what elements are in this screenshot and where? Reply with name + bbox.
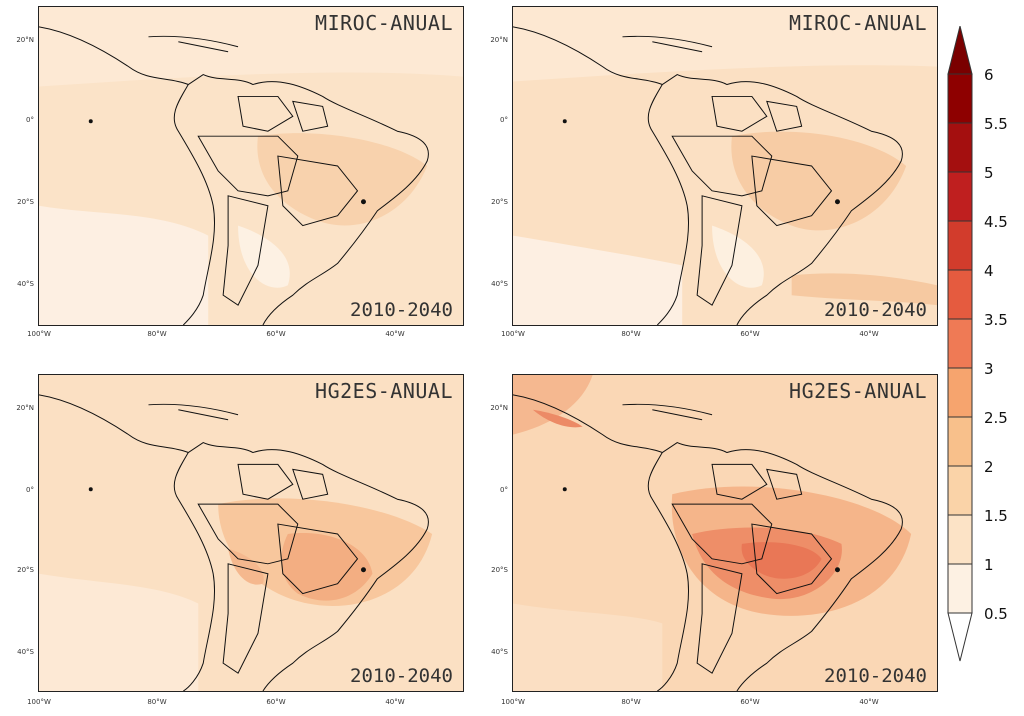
lon-tick-label: 80°W [621,698,641,706]
lon-tick-label: 60°W [740,698,760,706]
colorbar-segment [947,171,973,222]
colorbar-top-triangle [947,26,973,75]
temperature-field-map [513,7,937,325]
colorbar-label: 6 [984,66,994,84]
lon-tick-label: 60°W [266,698,286,706]
lat-tick-label: 0° [26,116,34,124]
lon-tick-label: 40°W [385,330,405,338]
lon-tick-label: 100°W [27,698,51,706]
temperature-field-map [39,7,463,325]
colorbar-label: 0.5 [984,605,1008,623]
map-panel-1: MIROC-ANUAL 2010-2040 [38,6,464,326]
map-panel-4: HG2ES-ANUAL 2010-2040 [512,374,938,692]
lat-tick-label: 0° [500,486,508,494]
panel-period: 2010-2040 [350,665,453,687]
lat-tick-label: 20°S [491,566,508,574]
lon-tick-label: 100°W [501,698,525,706]
panel-title: HG2ES-ANUAL [315,379,453,403]
lat-tick-label: 20°S [17,198,34,206]
lat-tick-label: 0° [500,116,508,124]
colorbar-label: 2.5 [984,409,1008,427]
colorbar-segment [947,318,973,369]
colorbar-segment [947,269,973,320]
colorbar-label: 3 [984,360,994,378]
panel-title: MIROC-ANUAL [315,11,453,35]
lon-tick-label: 40°W [385,698,405,706]
lon-tick-label: 100°W [501,330,525,338]
temperature-field-map [513,375,937,691]
lat-tick-label: 20°N [490,404,508,412]
colorbar-segment [947,73,973,124]
colorbar-bottom-triangle [947,612,973,662]
panel-period: 2010-2040 [824,665,927,687]
lon-tick-label: 80°W [147,330,167,338]
colorbar-segment [947,416,973,467]
lat-tick-label: 20°N [16,36,34,44]
panel-title: MIROC-ANUAL [789,11,927,35]
lat-tick-label: 40°S [17,648,34,656]
lon-tick-label: 40°W [859,330,879,338]
panel-period: 2010-2040 [824,299,927,321]
colorbar-label: 5 [984,164,994,182]
map-panel-2: MIROC-ANUAL 2010-2040 [512,6,938,326]
colorbar-label: 4 [984,262,994,280]
lat-tick-label: 20°S [491,198,508,206]
lat-tick-label: 40°S [491,280,508,288]
lon-tick-label: 80°W [621,330,641,338]
colorbar-label: 1.5 [984,507,1008,525]
lon-tick-label: 60°W [266,330,286,338]
lat-tick-label: 20°S [17,566,34,574]
lon-tick-label: 40°W [859,698,879,706]
colorbar-label: 4.5 [984,213,1008,231]
colorbar-segment [947,122,973,173]
colorbar-segment [947,514,973,565]
colorbar-segment [947,465,973,516]
map-panel-3: HG2ES-ANUAL 2010-2040 [38,374,464,692]
panel-period: 2010-2040 [350,299,453,321]
colorbar-label: 3.5 [984,311,1008,329]
colorbar-segment [947,367,973,418]
lat-tick-label: 20°N [16,404,34,412]
lat-tick-label: 40°S [17,280,34,288]
colorbar-segment [947,220,973,271]
lon-tick-label: 80°W [147,698,167,706]
colorbar-label: 5.5 [984,115,1008,133]
lon-tick-label: 100°W [27,330,51,338]
panel-title: HG2ES-ANUAL [789,379,927,403]
lat-tick-label: 20°N [490,36,508,44]
colorbar-label: 2 [984,458,994,476]
colorbar-segment [947,563,973,614]
colorbar [947,26,973,662]
lat-tick-label: 40°S [491,648,508,656]
colorbar-label: 1 [984,556,994,574]
lon-tick-label: 60°W [740,330,760,338]
lat-tick-label: 0° [26,486,34,494]
temperature-field-map [39,375,463,691]
